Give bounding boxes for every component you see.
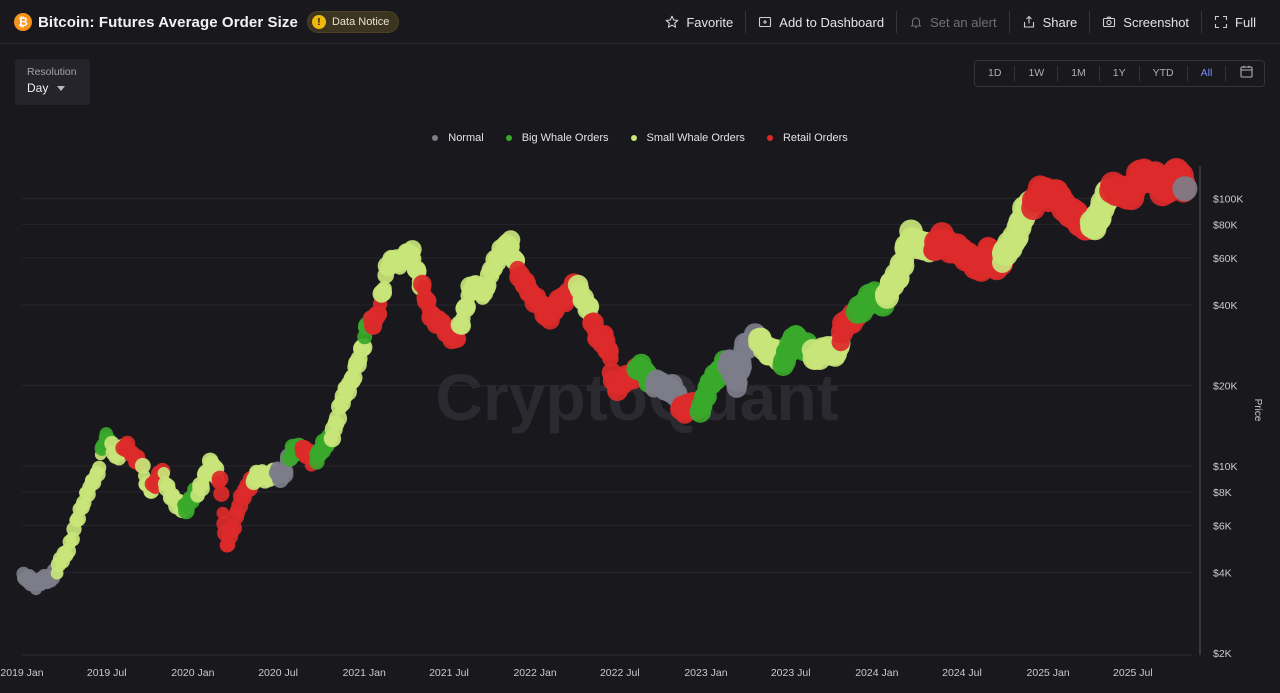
legend-dot-small-whale — [630, 135, 637, 141]
y-tick-label: $4K — [1213, 567, 1232, 579]
page-title: Bitcoin: Futures Average Order Size — [38, 13, 298, 31]
screenshot-label: Screenshot — [1123, 14, 1190, 30]
dashboard-add-icon — [758, 15, 772, 29]
x-tick-label: 2020 Jul — [258, 667, 298, 679]
bitcoin-icon: ₿ — [14, 13, 32, 31]
favorite-label: Favorite — [686, 14, 734, 30]
x-tick-label: 2023 Jul — [771, 667, 811, 679]
legend-item-normal[interactable]: Normal — [432, 132, 484, 144]
data-point — [1172, 176, 1198, 202]
fullscreen-button[interactable]: Full — [1201, 11, 1268, 33]
x-tick-label: 2025 Jul — [1113, 667, 1153, 679]
x-tick-label: 2019 Jul — [87, 667, 127, 679]
camera-icon — [1102, 15, 1116, 29]
range-1w-button[interactable]: 1W — [1014, 66, 1057, 81]
y-tick-label: $6K — [1213, 520, 1232, 532]
x-tick-label: 2024 Jul — [942, 667, 982, 679]
share-label: Share — [1042, 14, 1078, 30]
y-tick-label: $100K — [1213, 193, 1243, 205]
range-ytd-button[interactable]: YTD — [1138, 66, 1187, 81]
legend-label-small-whale: Small Whale Orders — [646, 132, 745, 144]
data-notice-badge[interactable]: ! Data Notice — [306, 11, 400, 33]
legend-label-normal: Normal — [448, 132, 484, 144]
data-point — [134, 457, 151, 474]
y-tick-label: $40K — [1213, 300, 1238, 312]
legend-item-big-whale[interactable]: Big Whale Orders — [505, 132, 609, 144]
data-point — [376, 281, 392, 297]
warning-icon: ! — [311, 15, 326, 29]
legend-label-retail: Retail Orders — [782, 132, 848, 144]
favorite-button[interactable]: Favorite — [653, 11, 745, 33]
range-all-button[interactable]: All — [1186, 66, 1226, 81]
y-tick-label: $10K — [1213, 461, 1238, 473]
data-point — [213, 485, 230, 502]
legend-item-retail[interactable]: Retail Orders — [766, 132, 848, 144]
title-group: ₿ Bitcoin: Futures Average Order Size ! … — [14, 11, 400, 33]
x-tick-label: 2021 Jul — [429, 667, 469, 679]
x-tick-label: 2020 Jan — [171, 667, 214, 679]
resolution-value: Day — [27, 81, 90, 95]
y-tick-label: $80K — [1213, 219, 1238, 231]
legend-dot-retail — [766, 135, 773, 141]
resolution-select[interactable]: Resolution Day — [15, 59, 90, 105]
fullscreen-icon — [1214, 15, 1228, 29]
axes: $2K $4K $6K $8K $10K $20K $40K $60K $80K $100K 201… — [0, 166, 1263, 679]
bell-icon — [909, 15, 923, 29]
top-bar: ₿ Bitcoin: Futures Average Order Size ! … — [0, 0, 1280, 44]
range-1d-button[interactable]: 1D — [988, 67, 1002, 79]
range-1y-button[interactable]: 1Y — [1098, 66, 1139, 81]
x-tick-label: 2019 Jan — [0, 667, 43, 679]
add-to-dashboard-label: Add to Dashboard — [779, 14, 885, 30]
range-1m-button[interactable]: 1M — [1057, 66, 1099, 81]
y-tick-label: $8K — [1213, 487, 1232, 499]
data-point — [211, 470, 229, 488]
legend-dot-big-whale — [505, 135, 512, 141]
data-point — [92, 460, 107, 475]
fullscreen-label: Full — [1235, 14, 1256, 30]
y-tick-label: $20K — [1213, 380, 1238, 392]
resolution-label: Resolution — [27, 66, 77, 78]
grid-lines — [22, 197, 1192, 573]
add-to-dashboard-button[interactable]: Add to Dashboard — [745, 11, 896, 33]
data-point — [157, 467, 170, 480]
resolution-value-text: Day — [27, 81, 49, 95]
screenshot-button[interactable]: Screenshot — [1089, 11, 1201, 33]
calendar-button[interactable] — [1225, 65, 1253, 83]
x-tick-label: 2022 Jul — [600, 667, 640, 679]
chart-legend: Normal Big Whale Orders Small Whale Orde… — [0, 132, 1280, 144]
y-axis-title: Price — [1252, 399, 1263, 422]
star-icon — [665, 15, 679, 29]
legend-item-small-whale[interactable]: Small Whale Orders — [630, 132, 745, 144]
set-alert-label: Set an alert — [930, 14, 997, 30]
header-actions: Favorite Add to Dashboard Set an alert S… — [653, 10, 1268, 34]
data-marks — [16, 158, 1198, 596]
data-notice-label: Data Notice — [331, 16, 390, 28]
legend-dot-normal — [432, 135, 439, 141]
time-range-selector: 1D 1W 1M 1Y YTD All — [974, 60, 1265, 87]
calendar-icon — [1240, 65, 1253, 83]
share-button[interactable]: Share — [1008, 11, 1090, 33]
x-tick-label: 2024 Jan — [855, 667, 898, 679]
y-tick-label: $60K — [1213, 253, 1238, 265]
set-alert-button[interactable]: Set an alert — [896, 11, 1009, 33]
data-point — [602, 350, 619, 367]
y-tick-label: $2K — [1213, 648, 1232, 660]
x-tick-label: 2021 Jan — [343, 667, 386, 679]
legend-label-big-whale: Big Whale Orders — [521, 132, 609, 144]
x-tick-label: 2022 Jan — [513, 667, 556, 679]
x-tick-label: 2025 Jan — [1027, 667, 1070, 679]
x-tick-label: 2023 Jan — [684, 667, 727, 679]
share-icon — [1022, 15, 1036, 29]
caret-down-icon — [57, 85, 66, 91]
